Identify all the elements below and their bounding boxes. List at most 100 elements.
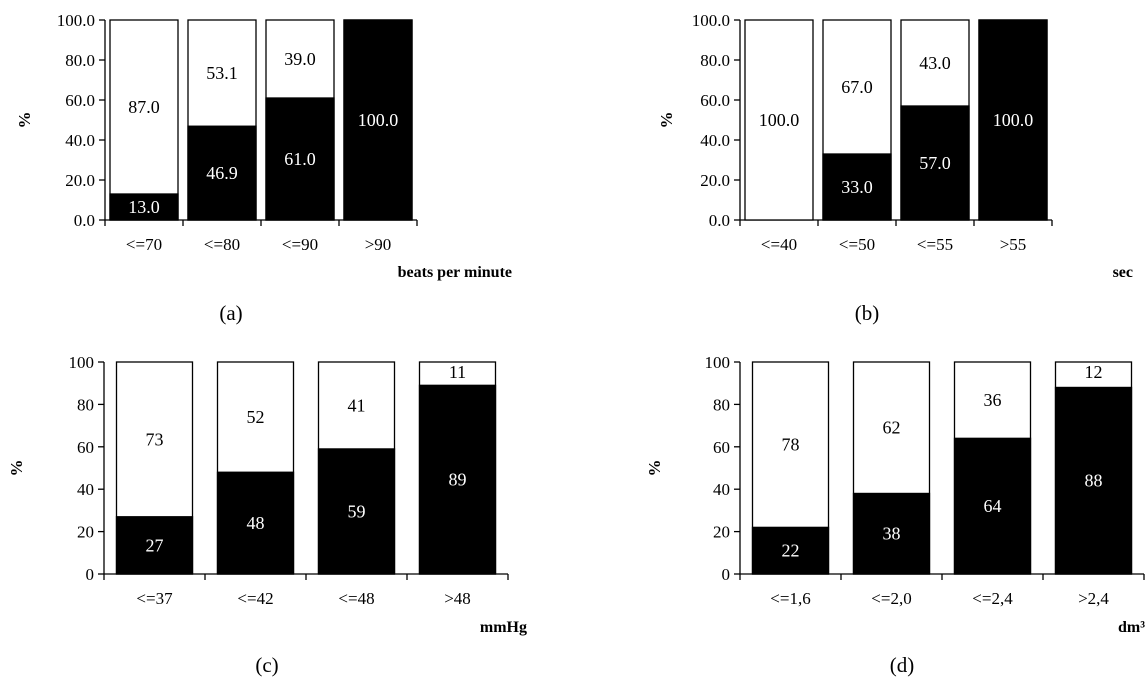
data-label-dark: 22: [782, 541, 800, 561]
bar-segment-dark: [751, 526, 830, 575]
bar-segment-dark: [317, 448, 396, 575]
y-tick-label: 60.0: [65, 91, 95, 110]
y-tick-label: 100.0: [692, 11, 730, 30]
data-label-dark: 57.0: [919, 153, 951, 173]
data-label-dark: 27: [146, 535, 164, 555]
bar-segment-dark: [418, 384, 497, 575]
x-category-label: <=40: [761, 235, 797, 254]
y-tick-label: 100.0: [57, 11, 95, 30]
y-tick-label: 40.0: [700, 131, 730, 150]
data-label-dark: 33.0: [841, 177, 873, 197]
bar-segment-dark: [1054, 386, 1133, 575]
bar-segment-light: [109, 19, 179, 221]
y-tick-label: 80.0: [65, 51, 95, 70]
data-label-dark: 61.0: [284, 149, 316, 169]
y-tick-label: 80.0: [700, 51, 730, 70]
x-category-label: >2,4: [1078, 589, 1109, 608]
data-label-dark: 38: [883, 524, 901, 544]
y-tick-label: 0: [86, 565, 95, 584]
bar-segment-dark: [187, 125, 257, 221]
data-label-light: 43.0: [919, 53, 951, 73]
bar-segment-dark: [115, 516, 194, 575]
data-label-light: 41: [348, 395, 366, 415]
chart-panel-3: 0 20 40 60 80 100 27 73 <=37 48 52 <=42 59 41 <=48 89 11…: [7, 353, 527, 677]
data-label-dark: 100.0: [993, 110, 1034, 130]
y-tick-label: 20.0: [65, 171, 95, 190]
chart-panel-4: 0 20 40 60 80 100 22 78 <=1,6 38 62 <=2,0 64 36 <=2,4 8…: [645, 353, 1145, 677]
y-tick-label: 40: [713, 480, 730, 499]
data-label-light: 52: [247, 407, 265, 427]
x-category-label: <=50: [839, 235, 875, 254]
data-label-dark: 64: [984, 496, 1002, 516]
x-category-label: <=70: [126, 235, 162, 254]
data-label-light: 100.0: [759, 110, 800, 130]
x-category-label: >55: [1000, 235, 1027, 254]
y-tick-label: 100: [69, 353, 95, 372]
data-label-light: 36: [984, 390, 1002, 410]
bar-segment-dark: [343, 19, 413, 221]
panel-tag: (b): [855, 301, 880, 325]
x-category-label: <=90: [282, 235, 318, 254]
x-category-label: <=55: [917, 235, 953, 254]
x-unit-label: mmHg: [480, 619, 527, 636]
y-tick-label: 40: [77, 480, 94, 499]
x-category-label: <=80: [204, 235, 240, 254]
bar-segment-dark: [900, 105, 970, 221]
y-tick-label: 0.0: [74, 211, 95, 230]
data-label-dark: 88: [1085, 471, 1103, 491]
x-unit-label: dm³: [1118, 619, 1145, 636]
y-axis-title: %: [7, 460, 26, 477]
bar-segment-dark: [953, 437, 1032, 575]
x-category-label: <=37: [136, 589, 173, 608]
bar-segment-dark: [265, 97, 335, 221]
bar-segment-dark: [852, 492, 931, 575]
y-tick-label: 60: [713, 438, 730, 457]
x-unit-label: sec: [1113, 264, 1133, 281]
panel-tag: (c): [255, 653, 278, 677]
data-label-dark: 59: [348, 501, 366, 521]
bar-segment-dark: [822, 153, 892, 221]
y-tick-label: 80: [713, 395, 730, 414]
y-tick-label: 80: [77, 395, 94, 414]
y-tick-label: 20: [77, 523, 94, 542]
data-label-dark: 13.0: [128, 197, 160, 217]
panel-tag: (a): [219, 301, 242, 325]
bar-segment-light: [744, 19, 814, 221]
data-label-light: 78: [782, 435, 800, 455]
data-label-dark: 89: [449, 470, 467, 490]
x-category-label: >90: [365, 235, 392, 254]
y-axis-title: %: [645, 460, 664, 477]
x-category-label: >48: [444, 589, 471, 608]
data-label-light: 11: [449, 362, 466, 382]
y-axis-title: %: [657, 112, 676, 129]
x-category-label: <=48: [338, 589, 374, 608]
x-unit-label: beats per minute: [398, 264, 512, 281]
y-tick-label: 100: [705, 353, 731, 372]
data-label-light: 73: [146, 429, 164, 449]
chart-panel-1: 0.0 20.0 40.0 60.0 80.0 100.0 13.0 87.0 <=70 46.9…: [15, 11, 512, 325]
y-axis-title: %: [15, 112, 34, 129]
data-label-light: 39.0: [284, 49, 316, 69]
y-tick-label: 60: [77, 438, 94, 457]
data-label-dark: 100.0: [358, 110, 399, 130]
y-tick-label: 20.0: [700, 171, 730, 190]
data-label-dark: 46.9: [206, 163, 238, 183]
y-tick-label: 0: [722, 565, 731, 584]
x-category-label: <=2,4: [972, 589, 1013, 608]
data-label-light: 12: [1085, 362, 1103, 382]
y-tick-label: 20: [713, 523, 730, 542]
data-label-dark: 48: [247, 513, 265, 533]
panel-tag: (d): [890, 653, 915, 677]
data-label-light: 62: [883, 418, 901, 438]
y-tick-label: 0.0: [709, 211, 730, 230]
chart-panel-2: 0.0 20.0 40.0 60.0 80.0 100.0 100.0 <=40 33.0 67.…: [657, 11, 1133, 325]
y-tick-label: 40.0: [65, 131, 95, 150]
x-category-label: <=2,0: [871, 589, 911, 608]
y-tick-label: 60.0: [700, 91, 730, 110]
bar-segment-dark: [109, 193, 179, 221]
bar-segment-dark: [978, 19, 1048, 221]
bar-segment-dark: [216, 471, 295, 575]
data-label-light: 53.1: [206, 63, 238, 83]
data-label-light: 67.0: [841, 77, 873, 97]
